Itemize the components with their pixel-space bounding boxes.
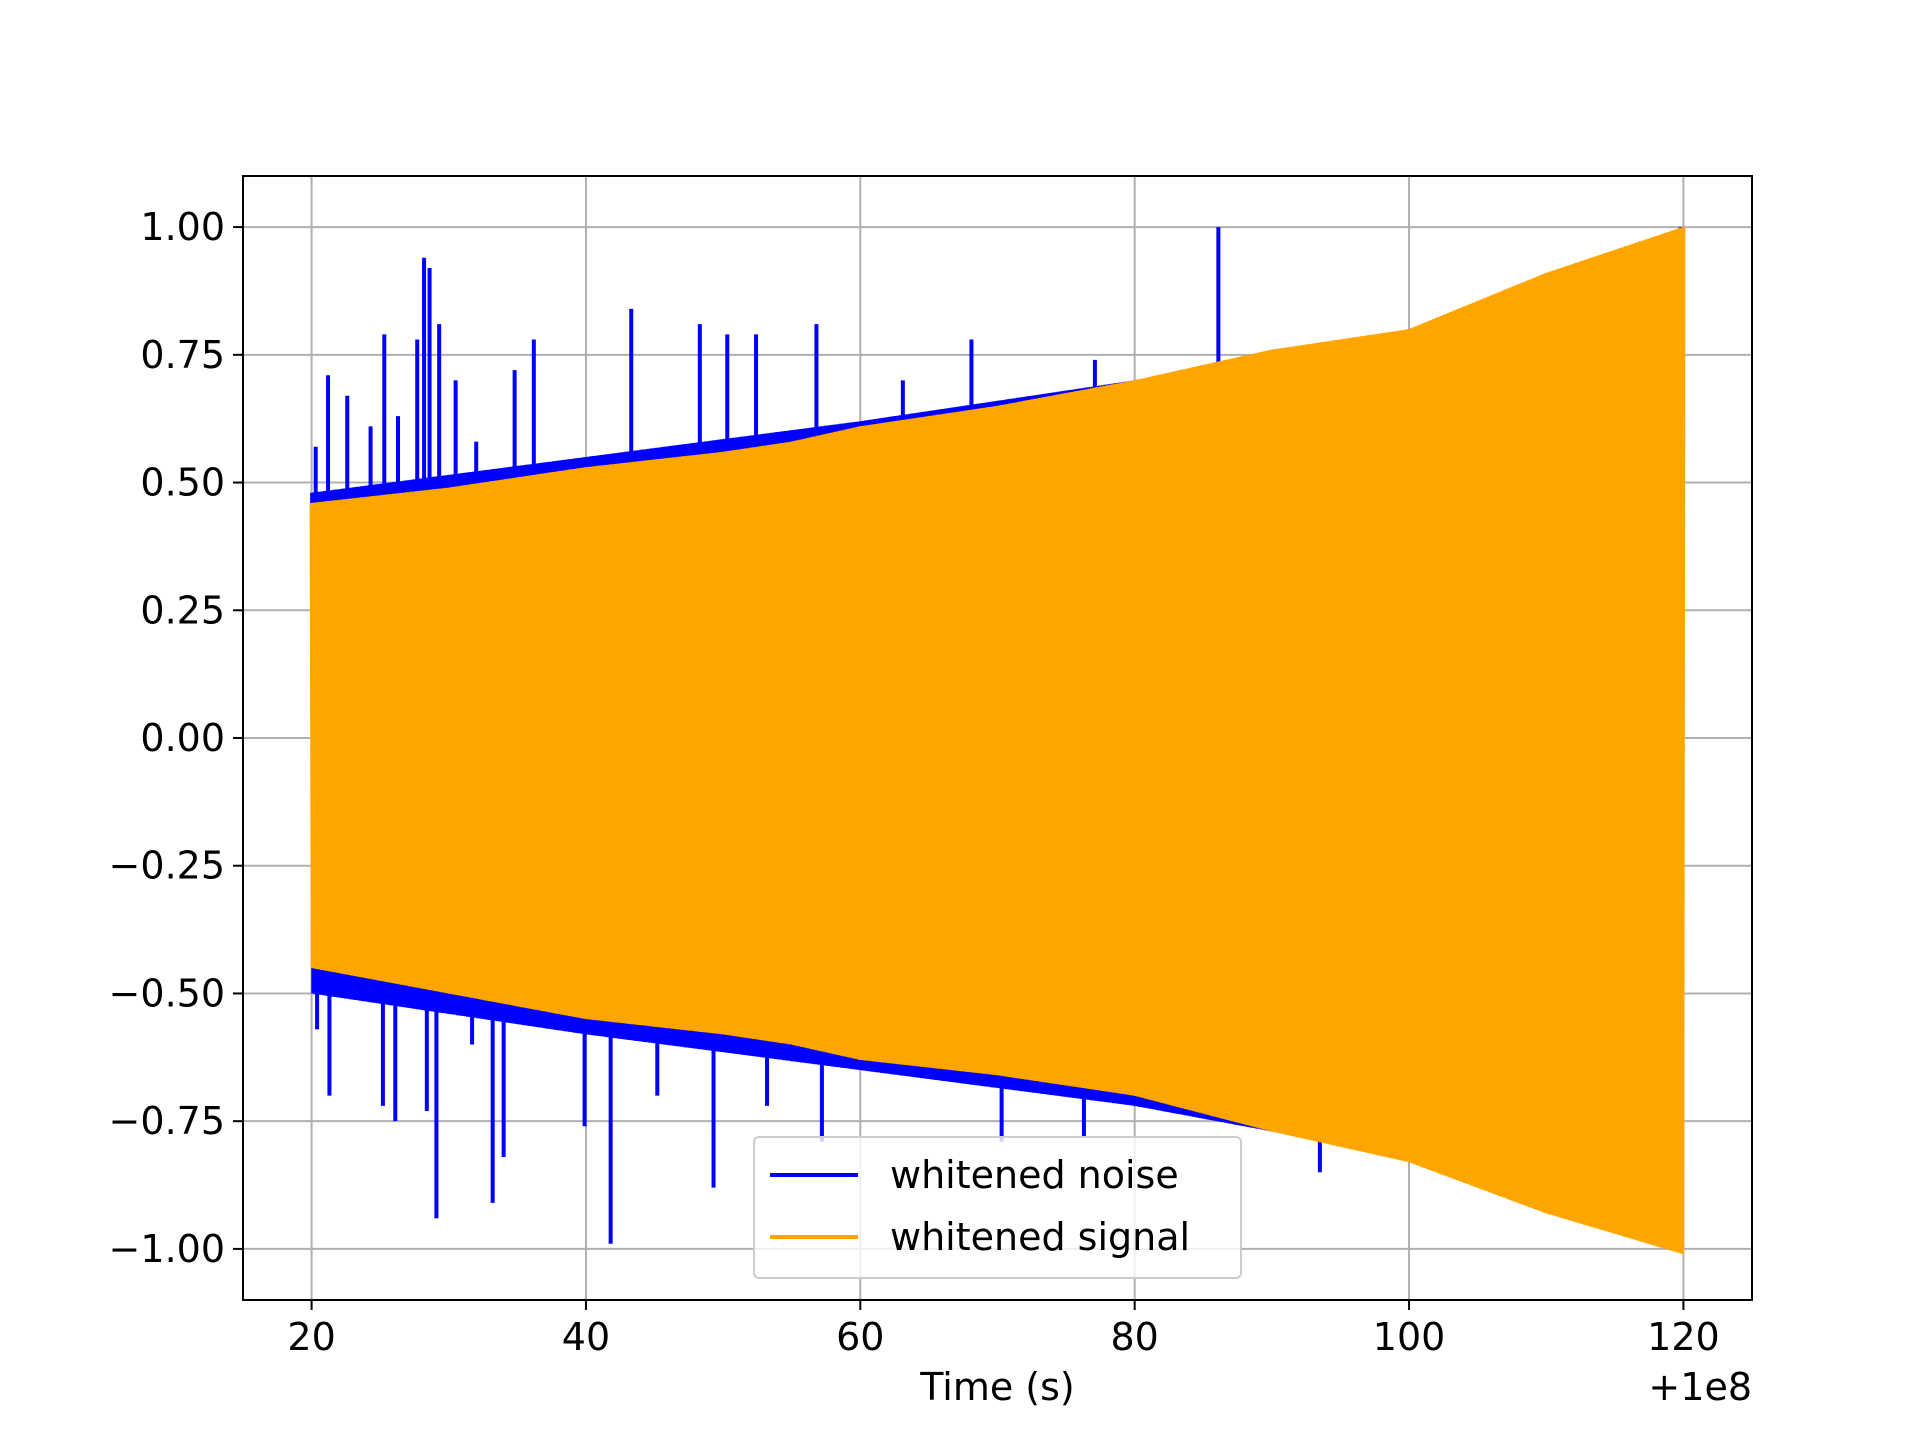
y-tick-label: 0.25 xyxy=(140,588,225,632)
legend-label-whitened-signal: whitened signal xyxy=(890,1215,1190,1259)
x-tick-label: 100 xyxy=(1373,1315,1446,1359)
series-whitened-signal xyxy=(309,227,1686,1254)
plot-area xyxy=(309,227,1686,1254)
y-tick-label: −0.75 xyxy=(109,1099,225,1143)
x-tick-label: 40 xyxy=(562,1315,610,1359)
x-tick-label: 120 xyxy=(1647,1315,1720,1359)
y-tick-label: −0.50 xyxy=(109,971,225,1015)
legend-label-whitened-noise: whitened noise xyxy=(890,1153,1179,1197)
x-tick-label: 20 xyxy=(287,1315,335,1359)
y-tick-label: 0.75 xyxy=(140,333,225,377)
legend-box xyxy=(753,1136,1242,1279)
y-tick-label: 0.50 xyxy=(140,461,225,505)
axis-ticks: 20 40 60 80 100 120 1.00 0.75 0.50 0.25 0.00 −0.25 −… xyxy=(109,205,1720,1359)
x-tick-label: 60 xyxy=(836,1315,884,1359)
x-tick-label: 80 xyxy=(1111,1315,1159,1359)
y-tick-label: −0.25 xyxy=(109,844,225,888)
x-axis-label: Time (s) xyxy=(919,1365,1075,1409)
legend: whitened noise whitened signal xyxy=(753,1136,1242,1279)
x-axis-offset-label: +1e8 xyxy=(1648,1365,1752,1409)
y-tick-label: 1.00 xyxy=(140,205,225,249)
y-tick-label: 0.00 xyxy=(140,716,225,760)
y-tick-label: −1.00 xyxy=(109,1227,225,1271)
series-band xyxy=(311,234,1684,1247)
